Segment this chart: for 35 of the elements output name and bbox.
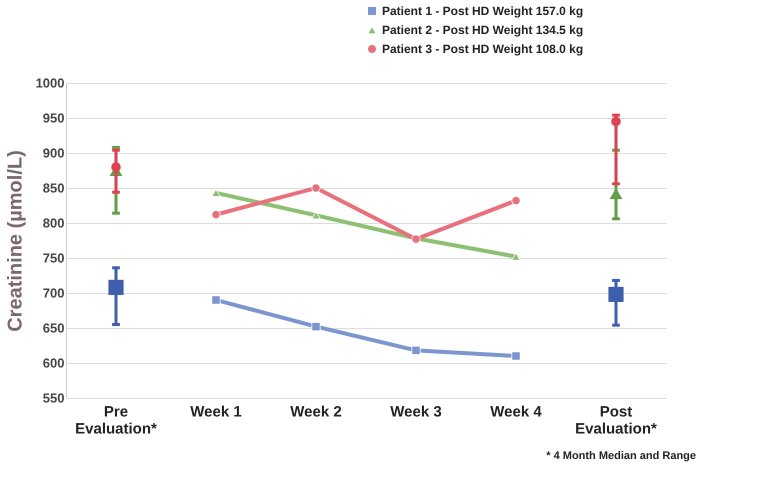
point (111, 162, 121, 172)
point (211, 295, 221, 305)
x-tick-label: Week 1 (190, 404, 242, 420)
point (311, 322, 321, 332)
point (311, 211, 321, 220)
point (211, 188, 221, 197)
y-axis-title: Creatinine (µmol/L) (4, 150, 27, 332)
point (511, 252, 521, 261)
legend-label: Patient 2 - Post HD Weight 134.5 kg (382, 23, 584, 37)
point (108, 280, 124, 295)
x-tick-label: Pre Evaluation* (75, 404, 158, 438)
y-tick-label: 750 (42, 250, 64, 266)
y-tick-label: 650 (42, 320, 64, 336)
y-tick-label: 850 (42, 180, 64, 196)
point (311, 183, 321, 193)
y-tick-label: 700 (42, 286, 64, 300)
legend-label: Patient 3 - Post HD Weight 108.0 kg (382, 42, 584, 56)
x-tick-label: Post Evaluation* (575, 404, 658, 438)
point (608, 286, 624, 302)
point (211, 210, 221, 220)
point (511, 196, 521, 206)
y-tick-label: 1000 (36, 76, 64, 90)
point (611, 116, 621, 126)
y-tick-label: 900 (42, 146, 64, 160)
point (511, 351, 521, 361)
y-tick-label: 600 (42, 356, 64, 370)
legend-label: Patient 1 - Post HD Weight 157.0 kg (382, 4, 584, 18)
y-tick-label: 550 (42, 390, 64, 406)
y-tick-label: 950 (42, 110, 64, 126)
x-tick-label: Week 3 (390, 404, 442, 420)
y-tick-label: 800 (42, 216, 64, 230)
x-tick-label: Week 2 (290, 404, 342, 420)
x-tick-label: Week 4 (490, 404, 542, 420)
text: * 4 Month Median and Range (546, 450, 696, 462)
point (411, 346, 421, 355)
